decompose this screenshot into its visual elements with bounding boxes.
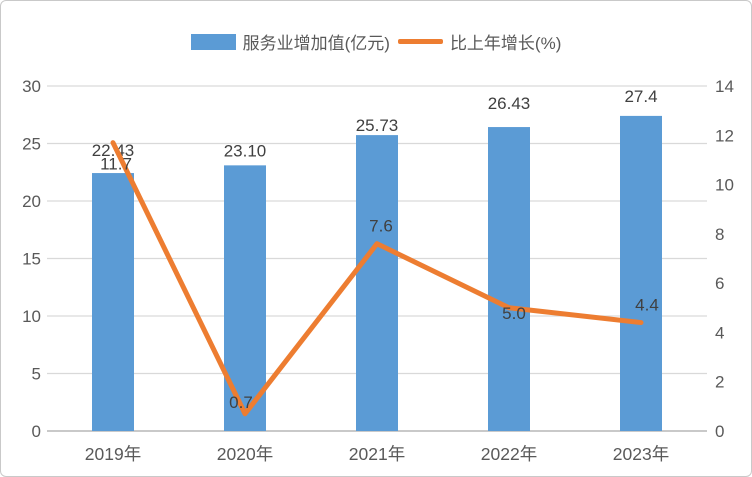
- x-axis-category-label: 2022年: [481, 444, 537, 464]
- x-axis-category-label: 2023年: [613, 444, 669, 464]
- bar-data-label: 23.10: [224, 141, 267, 160]
- bar-2023年: [620, 115, 662, 432]
- right-axis-tick-label: 2: [715, 373, 724, 392]
- right-axis-tick-label: 4: [715, 323, 724, 342]
- left-axis-tick-label: 15: [22, 250, 41, 269]
- right-axis-tick-label: 8: [715, 225, 724, 244]
- right-axis-tick-label: 14: [715, 77, 734, 96]
- left-axis-tick-label: 30: [22, 77, 41, 96]
- x-axis-category-label: 2021年: [349, 444, 405, 464]
- right-axis-tick-label: 10: [715, 176, 734, 195]
- line-data-label: 11.7: [100, 155, 132, 174]
- bar-2022年: [488, 127, 530, 432]
- line-data-label: 0.7: [229, 393, 253, 412]
- x-axis-category-label: 2020年: [217, 444, 273, 464]
- left-axis-tick-label: 10: [22, 307, 41, 326]
- bar-data-label: 26.43: [488, 94, 531, 113]
- line-series-legend-label: 比上年增长(%): [449, 34, 562, 53]
- legend-item-line-series: 比上年增长(%): [397, 29, 562, 54]
- bar-series-legend-label: 服务业增加值(亿元): [242, 34, 390, 53]
- bar-data-label: 22.43: [92, 141, 135, 160]
- growth-line: [110, 140, 644, 417]
- line-data-label: 7.6: [369, 217, 393, 236]
- right-axis-tick-label: 12: [715, 126, 734, 145]
- left-axis-tick-label: 20: [22, 192, 41, 211]
- chart-legend: 服务业增加值(亿元) 比上年增长(%): [1, 29, 751, 54]
- x-axis-category-label: 2019年: [85, 444, 141, 464]
- line-data-label: 5.0: [502, 304, 526, 323]
- left-axis-tick-label: 25: [22, 135, 41, 154]
- left-axis-tick-label: 0: [32, 422, 41, 441]
- legend-item-bar-series: 服务业增加值(亿元): [190, 29, 390, 54]
- bar-2021年: [356, 135, 398, 432]
- right-axis-tick-label: 6: [715, 274, 724, 293]
- left-axis-tick-label: 5: [32, 365, 41, 384]
- right-axis-tick-label: 0: [715, 422, 724, 441]
- bar-series-swatch-icon: [190, 33, 236, 50]
- bar-data-label: 27.4: [624, 87, 657, 106]
- line-data-label: 4.4: [635, 296, 659, 315]
- line-series-swatch-icon: [397, 39, 443, 44]
- bar-2019年: [92, 173, 134, 431]
- bar-data-label: 25.73: [356, 116, 399, 135]
